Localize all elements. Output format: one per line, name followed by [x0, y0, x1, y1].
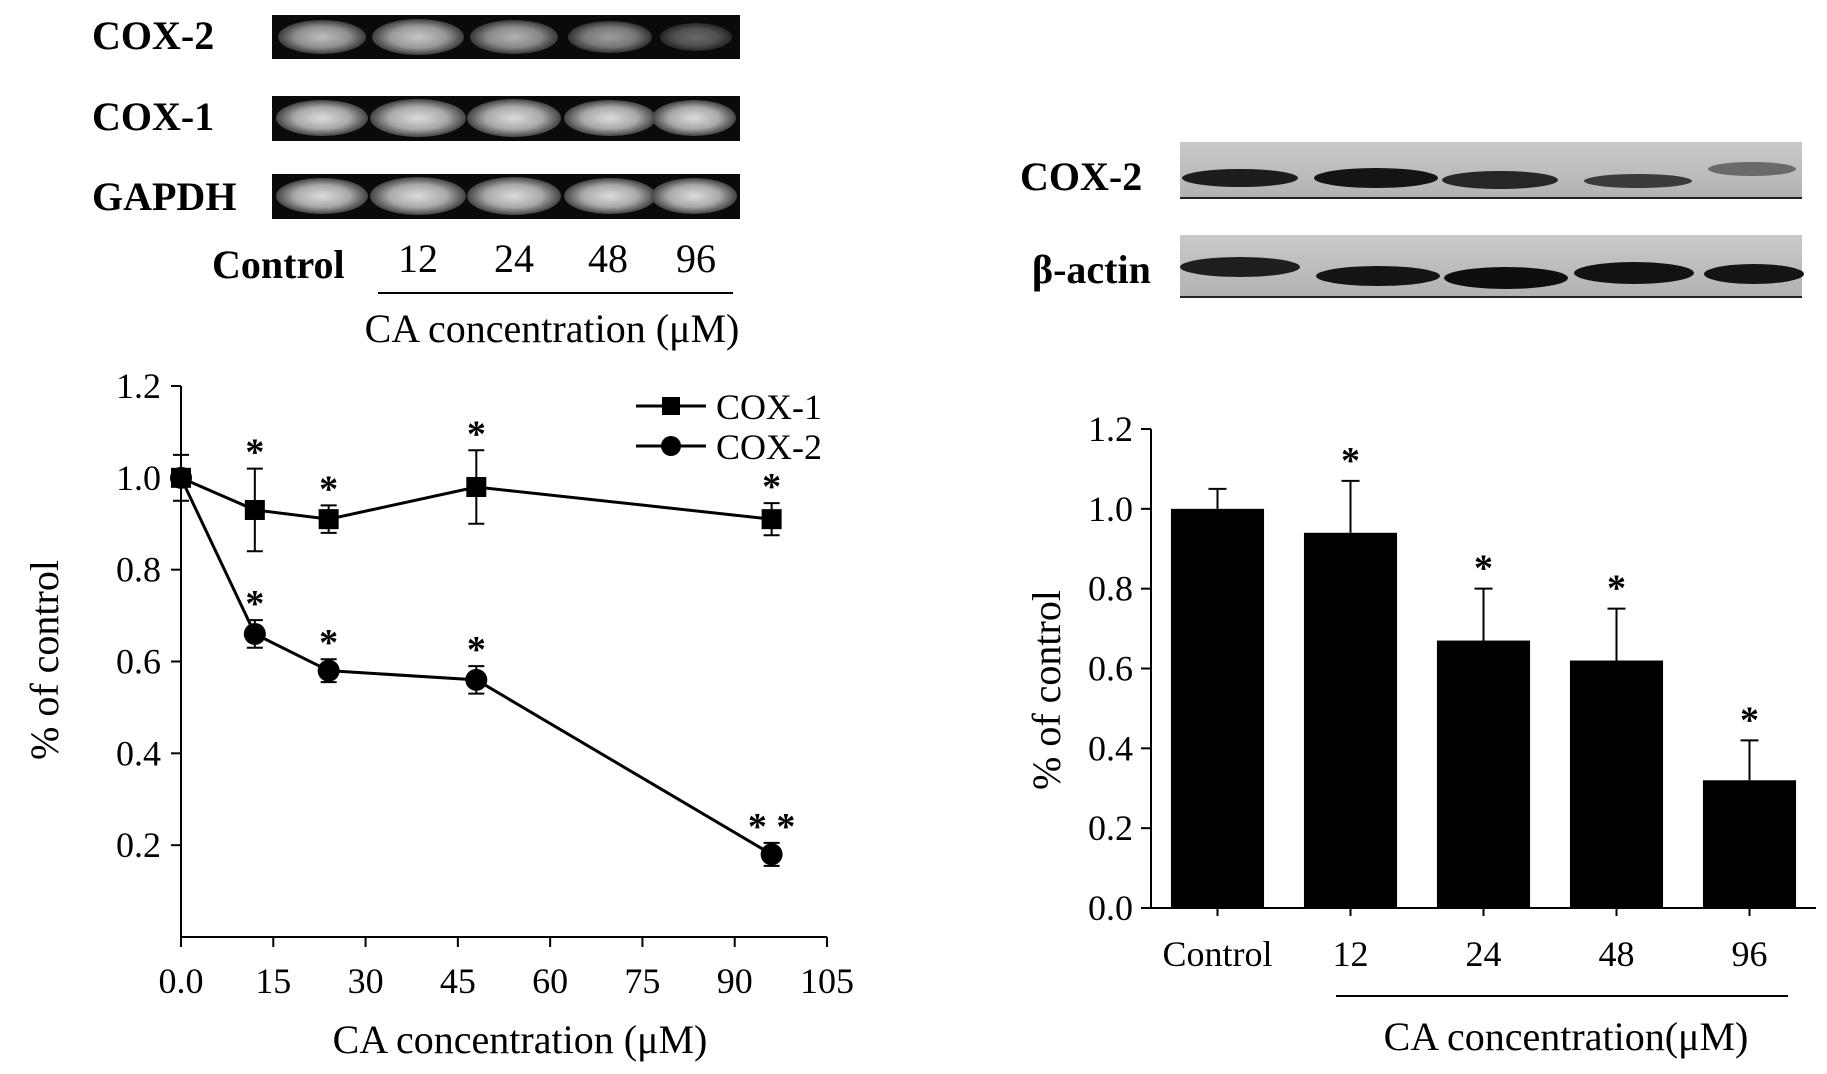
line-chart-x-tick-label: 15 [255, 961, 291, 1001]
significance-marker-cox2: * * [748, 806, 796, 848]
line-chart-y-tick-label: 0.8 [116, 550, 161, 590]
bar-chart-y-tick-label: 0.2 [1088, 808, 1133, 848]
blot-strip-beta-actin [1180, 235, 1804, 298]
bar-chart-y-tick-label: 0.4 [1088, 728, 1133, 768]
gel-row-label-cox1: COX-1 [92, 94, 214, 139]
line-chart-x-tick-label: 0.0 [159, 961, 204, 1001]
significance-marker-cox1: * [319, 468, 338, 510]
bar-48 [1569, 660, 1664, 908]
data-point-cox1 [318, 509, 339, 530]
gel-row-label-cox2: COX-2 [92, 13, 214, 58]
gel-lane-label-96: 96 [676, 236, 716, 281]
gel-group-label: CA concentration (μM) [365, 306, 740, 351]
line-chart-y-tick-label: 0.2 [116, 825, 161, 865]
line-chart-y-axis-title: % of control [22, 560, 67, 760]
gel-lane-label-control: Control [212, 242, 345, 287]
bar-chart-y-axis-title: % of control [1024, 590, 1069, 790]
blot-strip-cox2 [1180, 142, 1802, 199]
line-chart-x-tick-label: 45 [440, 961, 476, 1001]
data-point-cox1 [761, 509, 782, 530]
legend-label-cox2: COX-2 [716, 427, 822, 467]
bar-significance-marker: * [1607, 568, 1626, 610]
line-chart-x-tick-label: 90 [717, 961, 753, 1001]
line-chart-y-tick-label: 1.0 [116, 458, 161, 498]
bar-chart-y-tick-label: 1.0 [1088, 489, 1133, 529]
line-chart-x-tick-label: 30 [348, 961, 384, 1001]
data-point-cox2 [317, 659, 340, 682]
gel-row-label-gapdh: GAPDH [92, 174, 236, 219]
bar-12 [1303, 532, 1398, 908]
data-point-cox2 [170, 466, 192, 489]
legend-marker-circle [661, 436, 681, 456]
line-chart-y-tick-label: 0.4 [116, 733, 161, 773]
legend-marker-square [662, 397, 680, 415]
bar-chart-y-tick-label: 0.8 [1088, 569, 1133, 609]
gel-lane-label-48: 48 [588, 236, 628, 281]
significance-marker-cox2: * [245, 583, 264, 625]
line-chart-y-tick-label: 0.6 [116, 642, 161, 682]
bar-control [1170, 508, 1265, 908]
right-blot-panel: COX-2 β-actin [1020, 142, 1804, 298]
bar-96 [1702, 780, 1797, 908]
bar-category-label: 48 [1599, 934, 1635, 974]
data-point-cox1 [244, 499, 265, 520]
bar-significance-marker: * [1474, 548, 1493, 590]
bar-significance-marker: * [1341, 440, 1360, 482]
line-chart-y-tick-label: 1.2 [116, 366, 161, 406]
line-chart-x-tick-label: 60 [532, 961, 568, 1001]
gel-lane-label-12: 12 [398, 236, 438, 281]
gel-lane-label-24: 24 [494, 236, 534, 281]
data-point-cox2 [243, 622, 266, 645]
line-chart-x-tick-label: 75 [624, 961, 660, 1001]
bar-category-label: 96 [1732, 934, 1768, 974]
bar-chart: 0.0 0.2 0.4 0.6 0.8 1.0 1.2 Control * 12 * 24 * 48 * 9… [1024, 409, 1816, 1059]
line-chart-x-axis-title: CA concentration (μM) [333, 1017, 708, 1062]
significance-marker-cox2: * [467, 629, 486, 671]
blot-row-label-cox2: COX-2 [1020, 154, 1142, 199]
significance-marker-cox1: * [245, 432, 264, 474]
significance-marker-cox1: * [467, 413, 486, 455]
data-point-cox2 [760, 843, 783, 866]
gel-strip-gapdh [272, 174, 740, 219]
bar-chart-y-tick-label: 1.2 [1088, 409, 1133, 449]
bar-24 [1436, 640, 1531, 908]
bar-category-label: 12 [1333, 934, 1369, 974]
line-chart-legend: COX-1 COX-2 [636, 387, 822, 467]
bar-category-label: 24 [1466, 934, 1502, 974]
bar-significance-marker: * [1740, 699, 1759, 741]
gel-strip-cox1 [272, 96, 740, 141]
significance-marker-cox2: * [319, 622, 338, 664]
gel-strip-cox2 [272, 15, 740, 59]
legend-label-cox1: COX-1 [716, 387, 822, 427]
blot-row-label-beta-actin: β-actin [1032, 247, 1151, 292]
data-point-cox1 [466, 477, 487, 498]
line-chart-x-tick-label: 105 [800, 961, 854, 1001]
data-point-cox2 [465, 668, 488, 691]
left-gel-panel: COX-2 COX-1 GAPDH Control [92, 13, 740, 351]
significance-marker-cox1: * [762, 466, 781, 508]
bar-chart-y-tick-label: 0.6 [1088, 649, 1133, 689]
bar-category-label: Control [1162, 934, 1272, 974]
bar-chart-x-axis-title: CA concentration(μM) [1384, 1014, 1749, 1059]
line-chart: 0.2 0.4 0.6 0.8 1.0 1.2 0.0 15 30 45 60 75 90 105 * *… [22, 366, 854, 1062]
bar-chart-y-tick-label: 0.0 [1088, 888, 1133, 928]
